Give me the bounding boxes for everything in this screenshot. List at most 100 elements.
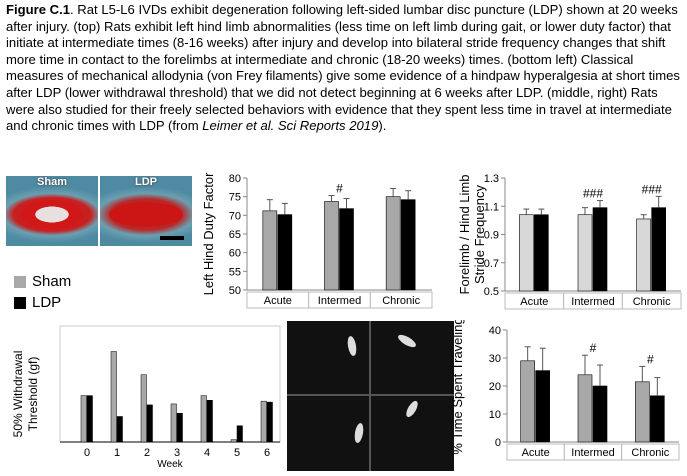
y-tick-label: 55 <box>229 266 241 278</box>
x-tick-label: 1 <box>114 447 120 459</box>
duty-factor-chart: 50 55 60 65 70 75 80 Acute Intermed Chronic # Left … <box>201 172 433 309</box>
x-tick-label: Chronic <box>631 447 669 459</box>
y-tick-label: 0.9 <box>484 230 499 242</box>
y-axis-label: Stride Frequency <box>472 185 487 284</box>
x-tick-label: 0 <box>84 447 90 459</box>
bar-ldp-week-0 <box>86 395 93 443</box>
bar-sham-acute <box>520 360 535 443</box>
y-tick-label: 80 <box>229 173 241 185</box>
y-tick-label: 0.5 <box>484 286 499 298</box>
significance-marker: # <box>647 352 654 366</box>
y-axis-label: 50% Withdrawal <box>11 351 25 438</box>
bar-ldp-intermed <box>592 385 608 443</box>
y-tick-label: 0 <box>495 437 501 449</box>
x-tick-label: 3 <box>174 447 180 459</box>
caption-text: . Rat L5-L6 IVDs exhibit degeneration fo… <box>6 2 680 134</box>
x-tick-label: Acute <box>522 447 550 459</box>
category-box <box>369 291 433 309</box>
significance-marker: ### <box>642 182 662 196</box>
y-tick-label: 65 <box>229 229 241 241</box>
y-axis-label: Forelimb / Hind Limb <box>457 175 472 295</box>
category-box <box>621 292 682 310</box>
y-tick-label: 10 <box>489 409 501 421</box>
caption-end: ). <box>378 118 387 134</box>
caption-citation: Leimer et al. Sci Reports 2019 <box>202 118 379 134</box>
x-tick-label: Intermed <box>571 447 614 459</box>
bar-ldp-intermed <box>339 208 354 291</box>
x-tick-label: 6 <box>264 447 270 459</box>
y-tick-label: 20 <box>489 381 501 393</box>
legend: Sham LDP <box>14 273 71 315</box>
bar-sham-chronic <box>385 196 401 291</box>
y-tick-label: 40 <box>489 325 501 337</box>
scale-bar <box>160 236 184 240</box>
withdrawal-threshold-chart: 0 1 2 3 4 5 6 Week 50% Withdrawal Threshold (gf) <box>11 325 281 470</box>
x-tick-label: Acute <box>520 296 548 308</box>
bar-ldp-chronic <box>650 395 665 443</box>
y-axis-label: % Time Spent Traveling <box>452 320 465 455</box>
histology-ldp-image: LDP <box>100 176 192 246</box>
legend-swatch-ldp <box>14 296 26 309</box>
x-tick-label: Chronic <box>633 296 671 308</box>
bar-sham-week-2 <box>140 374 147 443</box>
x-tick-label: 4 <box>204 447 210 459</box>
x-tick-label: 5 <box>234 447 240 459</box>
y-tick-label: 70 <box>229 210 241 222</box>
y-tick-label: 30 <box>489 353 501 365</box>
x-tick-label: Intermed <box>318 295 361 307</box>
y-tick-label: 50 <box>229 285 241 297</box>
bar-sham-intermed <box>577 374 593 443</box>
time-traveling-chart: 0 10 20 30 40 Acute Intermed Chronic # # % Time Sp… <box>452 320 680 461</box>
bar-sham-chronic <box>636 218 651 292</box>
figure-label: Figure C.1 <box>6 2 71 17</box>
x-tick-label: Acute <box>264 295 292 307</box>
plot-frame <box>59 325 281 443</box>
legend-item-ldp: LDP <box>14 294 71 311</box>
x-tick-label: Chronic <box>382 295 420 307</box>
bar-ldp-week-5 <box>236 425 243 443</box>
y-axis-label: Threshold (gf) <box>26 357 40 432</box>
legend-label-ldp: LDP <box>32 294 62 311</box>
bar-sham-acute <box>519 214 534 292</box>
significance-marker: # <box>590 341 597 355</box>
bar-sham-week-6 <box>260 400 267 443</box>
y-tick-label: 60 <box>229 248 241 260</box>
bar-sham-week-0 <box>80 395 87 443</box>
bar-ldp-acute <box>534 214 549 292</box>
bar-ldp-week-4 <box>206 399 213 443</box>
bar-ldp-acute <box>277 214 293 291</box>
bar-ldp-chronic <box>651 207 666 292</box>
x-tick-label: Intermed <box>571 296 614 308</box>
bar-ldp-week-1 <box>116 416 123 443</box>
bar-ldp-chronic <box>400 199 416 291</box>
bar-ldp-week-2 <box>146 404 153 443</box>
bar-ldp-week-6 <box>266 401 273 443</box>
x-axis-label: Week <box>157 459 183 470</box>
significance-marker: ### <box>583 187 603 201</box>
bar-sham-week-3 <box>170 403 177 443</box>
legend-item-sham: Sham <box>14 273 71 290</box>
bar-sham-week-4 <box>200 395 207 443</box>
figure-caption: Figure C.1. Rat L5-L6 IVDs exhibit degen… <box>6 2 684 135</box>
bar-sham-week-5 <box>230 439 237 443</box>
legend-swatch-sham <box>14 275 26 288</box>
bar-sham-acute <box>262 210 278 291</box>
y-axis-label: Left Hind Duty Factor <box>201 172 216 295</box>
histology-sham-label: Sham <box>37 176 67 188</box>
bar-sham-intermed <box>577 214 593 292</box>
y-tick-label: 1.1 <box>484 201 499 213</box>
bar-sham-week-1 <box>110 351 117 443</box>
significance-marker: # <box>336 182 343 196</box>
x-tick-label: 2 <box>144 447 150 459</box>
bar-sham-intermed <box>324 201 339 291</box>
legend-label-sham: Sham <box>32 273 72 290</box>
stride-frequency-chart: 0.5 0.7 0.9 1.1 1.3 Acute Intermed Chronic ### ##… <box>457 173 682 310</box>
y-tick-label: 1.3 <box>484 173 499 185</box>
histology-sham-image: Sham <box>6 176 98 246</box>
open-field-video-still <box>287 321 454 471</box>
bar-sham-chronic <box>635 381 650 443</box>
bar-ldp-week-3 <box>176 412 183 443</box>
bar-ldp-intermed <box>592 207 608 292</box>
bar-ldp-acute <box>535 370 550 443</box>
y-tick-label: 75 <box>229 192 241 204</box>
